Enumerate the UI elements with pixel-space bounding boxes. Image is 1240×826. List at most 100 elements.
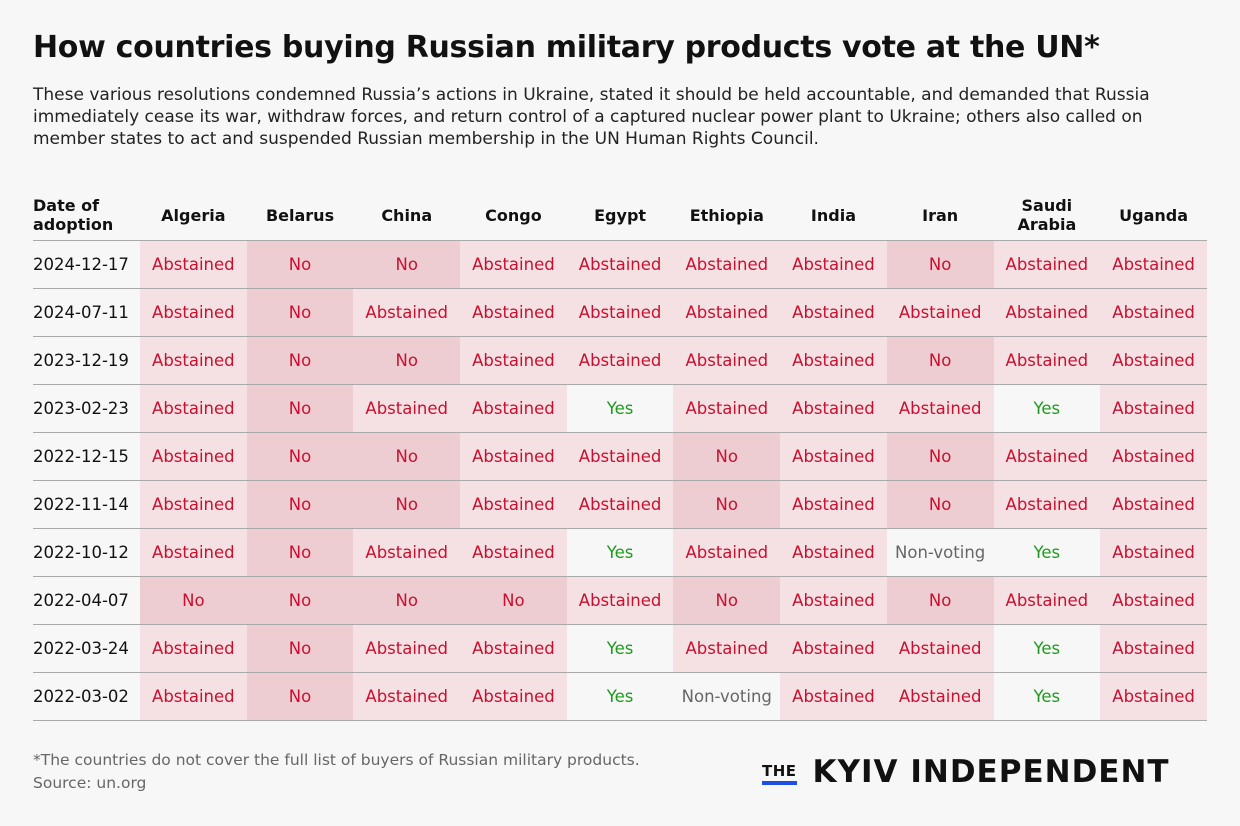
date-cell: 2022-03-24	[33, 624, 140, 673]
vote-cell: Abstained	[886, 624, 994, 673]
vote-cell: Abstained	[460, 240, 567, 289]
logo-the: THE	[762, 763, 797, 785]
date-cell: 2022-11-14	[33, 480, 140, 529]
vote-cell: Abstained	[140, 528, 247, 577]
column-header-ethiopia: Ethiopia	[673, 190, 781, 241]
vote-cell: Abstained	[886, 288, 994, 337]
vote-cell: Yes	[993, 384, 1101, 433]
vote-cell: Abstained	[780, 480, 887, 529]
table-row: 2022-03-24 Abstained No Abstained Abstained Y…	[33, 624, 1207, 673]
table-row: 2024-07-11 Abstained No Abstained Abstained A…	[33, 288, 1207, 337]
vote-cell: Abstained	[673, 336, 781, 385]
vote-cell: No	[353, 480, 461, 529]
vote-cell: No	[886, 336, 994, 385]
vote-cell: Abstained	[673, 288, 781, 337]
vote-cell: Abstained	[460, 528, 567, 577]
vote-cell: Abstained	[353, 528, 461, 577]
vote-cell: Abstained	[140, 336, 247, 385]
vote-cell: Abstained	[460, 432, 567, 481]
vote-cell: Abstained	[566, 288, 674, 337]
vote-cell: Abstained	[673, 624, 781, 673]
votes-table: Date of adoption Algeria Belarus China Congo…	[33, 190, 1207, 721]
vote-cell: No	[353, 336, 461, 385]
column-header-belarus: Belarus	[246, 190, 354, 241]
vote-cell: Abstained	[886, 384, 994, 433]
vote-cell: No	[246, 240, 354, 289]
column-header-uganda: Uganda	[1100, 190, 1207, 241]
vote-cell: Yes	[993, 624, 1101, 673]
table-row: 2023-02-23 Abstained No Abstained Abstained Y…	[33, 384, 1207, 433]
vote-cell: Abstained	[353, 624, 461, 673]
date-cell: 2024-12-17	[33, 240, 140, 289]
vote-cell: Abstained	[993, 480, 1101, 529]
date-cell: 2022-12-15	[33, 432, 140, 481]
vote-cell: No	[353, 240, 461, 289]
vote-cell: Abstained	[1100, 624, 1207, 673]
vote-cell: No	[886, 576, 994, 625]
footnote: *The countries do not cover the full lis…	[33, 751, 640, 769]
vote-cell: No	[673, 432, 781, 481]
vote-cell: No	[673, 576, 781, 625]
vote-cell: Abstained	[780, 240, 887, 289]
vote-cell: Abstained	[673, 528, 781, 577]
vote-cell: Abstained	[780, 288, 887, 337]
vote-cell: Abstained	[1100, 240, 1207, 289]
vote-cell: Non-voting	[886, 528, 994, 577]
vote-cell: Abstained	[1100, 576, 1207, 625]
vote-cell: No	[353, 576, 461, 625]
vote-cell: Abstained	[140, 384, 247, 433]
vote-cell: No	[246, 336, 354, 385]
table-row: 2022-04-07 No No No No Abstained No Abstained No…	[33, 576, 1207, 625]
date-cell: 2022-10-12	[33, 528, 140, 577]
logo-name: KYIV INDEPENDENT	[812, 754, 1170, 790]
column-header-congo: Congo	[460, 190, 567, 241]
column-header-date: Date of adoption	[33, 190, 140, 241]
column-header-saudi-arabia: Saudi Arabia	[993, 190, 1101, 241]
table-body: 2024-12-17 Abstained No No Abstained Abstaine…	[33, 240, 1207, 721]
vote-cell: Abstained	[673, 240, 781, 289]
vote-cell: Abstained	[1100, 480, 1207, 529]
vote-cell: Abstained	[1100, 672, 1207, 721]
vote-cell: Abstained	[886, 672, 994, 721]
vote-cell: Yes	[993, 672, 1101, 721]
table-row: 2022-12-15 Abstained No No Abstained Abstaine…	[33, 432, 1207, 481]
vote-cell: No	[886, 240, 994, 289]
vote-cell: No	[246, 480, 354, 529]
date-cell: 2023-02-23	[33, 384, 140, 433]
vote-cell: Abstained	[460, 672, 567, 721]
vote-cell: Abstained	[566, 576, 674, 625]
kyiv-independent-logo: THE KYIV INDEPENDENT	[762, 754, 1170, 790]
vote-cell: Abstained	[780, 672, 887, 721]
vote-cell: Abstained	[140, 288, 247, 337]
table-row: 2023-12-19 Abstained No No Abstained Abstaine…	[33, 336, 1207, 385]
vote-cell: Abstained	[460, 384, 567, 433]
column-header-egypt: Egypt	[566, 190, 674, 241]
vote-cell: Yes	[566, 672, 674, 721]
vote-cell: No	[246, 672, 354, 721]
vote-cell: No	[246, 624, 354, 673]
date-cell: 2022-04-07	[33, 576, 140, 625]
vote-cell: Abstained	[566, 480, 674, 529]
vote-cell: Abstained	[1100, 528, 1207, 577]
vote-cell: Abstained	[140, 672, 247, 721]
vote-cell: Yes	[566, 528, 674, 577]
vote-cell: Abstained	[566, 432, 674, 481]
column-header-iran: Iran	[886, 190, 994, 241]
vote-cell: No	[246, 576, 354, 625]
vote-cell: No	[886, 432, 994, 481]
date-cell: 2023-12-19	[33, 336, 140, 385]
source: Source: un.org	[33, 774, 147, 792]
vote-cell: Abstained	[780, 384, 887, 433]
vote-cell: Abstained	[140, 432, 247, 481]
header-row: Date of adoption Algeria Belarus China Congo…	[33, 190, 1207, 241]
vote-cell: Abstained	[780, 432, 887, 481]
footer: *The countries do not cover the full lis…	[33, 749, 640, 795]
column-header-algeria: Algeria	[140, 190, 247, 241]
vote-cell: Abstained	[1100, 432, 1207, 481]
table-row: 2022-10-12 Abstained No Abstained Abstained Y…	[33, 528, 1207, 577]
column-header-india: India	[780, 190, 887, 241]
vote-cell: Abstained	[460, 480, 567, 529]
vote-cell: Abstained	[993, 288, 1101, 337]
vote-cell: Abstained	[566, 240, 674, 289]
vote-cell: Abstained	[993, 432, 1101, 481]
